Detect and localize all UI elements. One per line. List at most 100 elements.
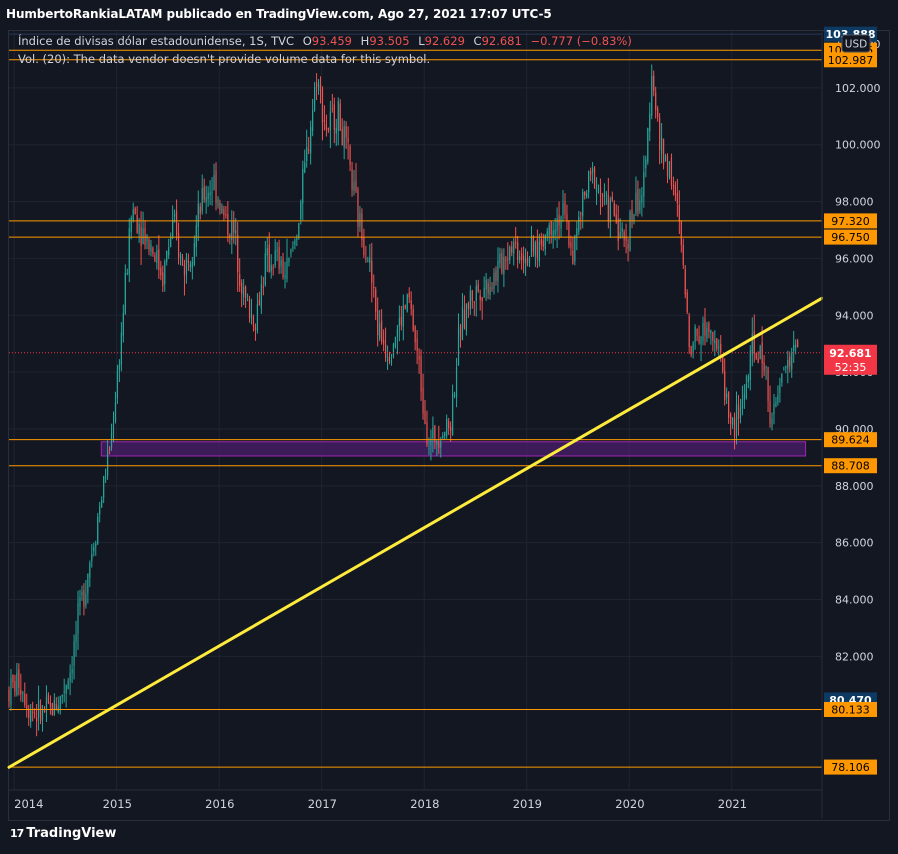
- x-tick-label: 2019: [513, 797, 542, 811]
- candle-body: [363, 237, 365, 256]
- candle-body: [481, 297, 483, 302]
- candle-body: [306, 147, 308, 162]
- candle-body: [519, 256, 521, 260]
- candle-body: [509, 247, 511, 261]
- candle-body: [270, 264, 272, 272]
- candle-body: [564, 201, 566, 215]
- candle-body: [325, 124, 328, 130]
- candle-body: [739, 407, 742, 418]
- candle-body: [47, 694, 50, 704]
- candle-body: [233, 220, 235, 233]
- candle-body: [337, 101, 339, 131]
- candle-body: [619, 231, 621, 237]
- candle-body: [591, 168, 594, 173]
- candle-body: [420, 356, 422, 392]
- y-tick-label: 98.000: [835, 196, 874, 209]
- candle-body: [63, 691, 65, 693]
- candle-body: [215, 170, 217, 203]
- candle-body: [164, 261, 166, 284]
- candle-body: [34, 713, 36, 715]
- candle-body: [185, 257, 188, 275]
- candle-body: [501, 252, 503, 273]
- candle-body: [629, 211, 631, 251]
- candle-body: [26, 705, 28, 710]
- level-tag: [824, 229, 877, 245]
- level-tag-label: 89.624: [831, 434, 870, 447]
- candle-body: [757, 358, 759, 363]
- candle-body: [621, 227, 623, 232]
- candle-body: [735, 404, 738, 435]
- candle-body: [548, 224, 550, 236]
- candle-body: [588, 170, 590, 193]
- candle-body: [87, 573, 89, 594]
- y-tick-label: 86.000: [835, 537, 874, 550]
- candle-body: [503, 257, 505, 274]
- candle-body: [526, 258, 529, 263]
- candle-body: [566, 214, 568, 223]
- tradingview-logo[interactable]: 17 TradingView: [10, 826, 116, 841]
- candle-body: [530, 236, 533, 257]
- currency-badge[interactable]: USD: [841, 34, 871, 53]
- candle-body: [97, 516, 99, 545]
- candle-body: [43, 709, 46, 713]
- x-tick-label: 2014: [14, 797, 43, 811]
- y-tick-label: 84.000: [835, 594, 874, 607]
- candle-body: [95, 543, 97, 547]
- candle-body: [763, 362, 765, 372]
- candle-body: [562, 203, 564, 216]
- candle-body: [570, 242, 572, 248]
- candle-body: [288, 257, 290, 262]
- candle-body: [402, 305, 404, 327]
- candle-body: [244, 286, 247, 298]
- candle-body: [162, 272, 164, 287]
- candle-body: [237, 234, 239, 273]
- candle-body: [315, 83, 318, 87]
- candle-body: [116, 370, 119, 399]
- candle-body: [343, 126, 345, 148]
- candle-body: [546, 231, 548, 236]
- candle-body: [400, 316, 402, 326]
- candle-body: [183, 264, 186, 277]
- candle-body: [674, 185, 676, 196]
- candle-body: [743, 394, 745, 401]
- candle-body: [495, 270, 497, 281]
- candle-body: [351, 168, 353, 190]
- candle-body: [341, 129, 343, 146]
- candle-body: [99, 506, 101, 515]
- candle-body: [635, 192, 637, 214]
- candle-body: [436, 440, 438, 446]
- candle-body: [639, 200, 641, 211]
- candle-body: [694, 326, 696, 342]
- x-tick-label: 2020: [615, 797, 644, 811]
- candle-body: [412, 309, 414, 331]
- publish-header: HumbertoRankiaLATAM publicado en Trading…: [0, 0, 898, 30]
- candle-body: [67, 680, 69, 690]
- candle-body: [280, 259, 282, 267]
- candle-body: [294, 240, 296, 245]
- countdown-label: 52:35: [835, 361, 867, 374]
- candle-body: [657, 108, 659, 118]
- candle-body: [386, 357, 389, 362]
- currency-label: USD: [845, 39, 867, 51]
- candle-body: [160, 267, 162, 276]
- candle-body: [572, 250, 574, 264]
- candle-body: [574, 235, 576, 262]
- candle-body: [258, 299, 260, 306]
- candle-body: [741, 399, 744, 409]
- candle-body: [381, 320, 383, 343]
- candle-body: [684, 269, 686, 295]
- candle-body: [461, 306, 464, 341]
- candle-body: [611, 196, 613, 201]
- candle-body: [199, 206, 201, 214]
- candle-body: [193, 242, 195, 265]
- candle-body: [304, 162, 306, 173]
- chart-grid: [9, 31, 822, 790]
- candle-body: [339, 103, 341, 131]
- candle-body: [175, 210, 178, 236]
- candle-body: [649, 113, 651, 132]
- candle-body: [262, 286, 264, 288]
- candle-body: [239, 274, 241, 287]
- candle-body: [712, 331, 714, 341]
- candle-body: [552, 230, 554, 238]
